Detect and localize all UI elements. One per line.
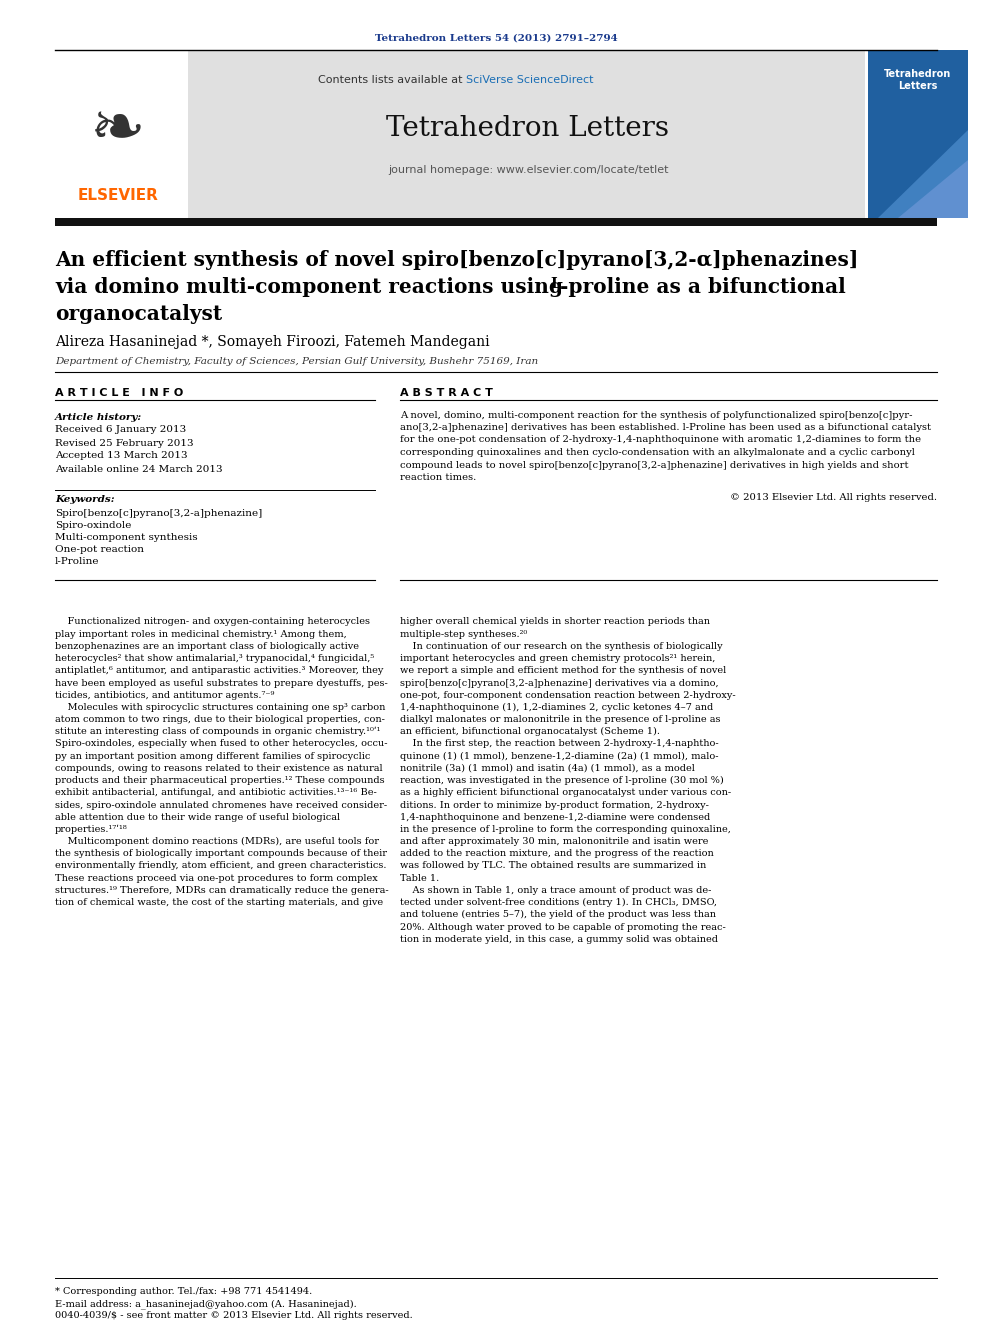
Text: multiple-step syntheses.²⁰: multiple-step syntheses.²⁰ [400, 630, 528, 639]
Text: properties.¹⁷ʹ¹⁸: properties.¹⁷ʹ¹⁸ [55, 824, 128, 833]
Text: added to the reaction mixture, and the progress of the reaction: added to the reaction mixture, and the p… [400, 849, 714, 859]
Text: Spiro-oxindole: Spiro-oxindole [55, 520, 131, 529]
Text: Table 1.: Table 1. [400, 873, 439, 882]
Bar [188, 50, 865, 218]
Text: and after approximately 30 min, malononitrile and isatin were: and after approximately 30 min, malononi… [400, 837, 708, 847]
Text: -proline as a bifunctional: -proline as a bifunctional [560, 277, 846, 296]
Text: have been employed as useful substrates to prepare dyestuffs, pes-: have been employed as useful substrates … [55, 679, 388, 688]
Text: sides, spiro-oxindole annulated chromenes have received consider-: sides, spiro-oxindole annulated chromene… [55, 800, 387, 810]
Text: as a highly efficient bifunctional organocatalyst under various con-: as a highly efficient bifunctional organ… [400, 789, 731, 798]
Text: * Corresponding author. Tel./fax: +98 771 4541494.: * Corresponding author. Tel./fax: +98 77… [55, 1287, 312, 1297]
Text: products and their pharmaceutical properties.¹² These compounds: products and their pharmaceutical proper… [55, 777, 385, 785]
Text: 20%. Although water proved to be capable of promoting the reac-: 20%. Although water proved to be capable… [400, 922, 726, 931]
Text: in the presence of l-proline to form the corresponding quinoxaline,: in the presence of l-proline to form the… [400, 826, 731, 833]
Text: journal homepage: www.elsevier.com/locate/tetlet: journal homepage: www.elsevier.com/locat… [388, 165, 669, 175]
Text: Spiro-oxindoles, especially when fused to other heterocycles, occu-: Spiro-oxindoles, especially when fused t… [55, 740, 388, 749]
Text: dialkyl malonates or malononitrile in the presence of l-proline as: dialkyl malonates or malononitrile in th… [400, 716, 720, 724]
Text: In continuation of our research on the synthesis of biologically: In continuation of our research on the s… [400, 642, 722, 651]
Text: Article history:: Article history: [55, 413, 142, 422]
Text: Accepted 13 March 2013: Accepted 13 March 2013 [55, 451, 187, 460]
Text: tected under solvent-free conditions (entry 1). In CHCl₃, DMSO,: tected under solvent-free conditions (en… [400, 898, 717, 908]
Text: the synthesis of biologically important compounds because of their: the synthesis of biologically important … [55, 849, 387, 859]
Text: atom common to two rings, due to their biological properties, con-: atom common to two rings, due to their b… [55, 716, 385, 724]
Text: an efficient, bifunctional organocatalyst (Scheme 1).: an efficient, bifunctional organocatalys… [400, 728, 660, 737]
Text: environmentally friendly, atom efficient, and green characteristics.: environmentally friendly, atom efficient… [55, 861, 387, 871]
Text: An efficient synthesis of novel spiro[benzo[c]pyrano[3,2-α]phenazines]: An efficient synthesis of novel spiro[be… [55, 250, 858, 270]
Text: we report a simple and efficient method for the synthesis of novel: we report a simple and efficient method … [400, 667, 726, 675]
Text: reaction times.: reaction times. [400, 474, 476, 482]
Text: corresponding quinoxalines and then cyclo-condensation with an alkylmalonate and: corresponding quinoxalines and then cycl… [400, 448, 915, 456]
Polygon shape [898, 160, 968, 218]
Text: Available online 24 March 2013: Available online 24 March 2013 [55, 464, 222, 474]
Text: important heterocycles and green chemistry protocols²¹ herein,: important heterocycles and green chemist… [400, 654, 715, 663]
Text: As shown in Table 1, only a trace amount of product was de-: As shown in Table 1, only a trace amount… [400, 886, 711, 894]
Text: spiro[benzo[c]pyrano[3,2-a]phenazine] derivatives via a domino,: spiro[benzo[c]pyrano[3,2-a]phenazine] de… [400, 679, 718, 688]
Text: Multicomponent domino reactions (MDRs), are useful tools for: Multicomponent domino reactions (MDRs), … [55, 837, 379, 847]
Text: In the first step, the reaction between 2-hydroxy-1,4-naphtho-: In the first step, the reaction between … [400, 740, 718, 749]
Text: l-Proline: l-Proline [55, 557, 99, 565]
Text: tion in moderate yield, in this case, a gummy solid was obtained: tion in moderate yield, in this case, a … [400, 935, 718, 943]
Text: via domino multi-component reactions using: via domino multi-component reactions usi… [55, 277, 570, 296]
Text: A R T I C L E   I N F O: A R T I C L E I N F O [55, 388, 184, 398]
Text: reaction, was investigated in the presence of l-proline (30 mol %): reaction, was investigated in the presen… [400, 777, 724, 785]
Text: One-pot reaction: One-pot reaction [55, 545, 144, 553]
Text: E-mail address: a_hasaninejad@yahoo.com (A. Hasaninejad).: E-mail address: a_hasaninejad@yahoo.com … [55, 1299, 357, 1308]
Text: organocatalyst: organocatalyst [55, 304, 222, 324]
Text: Alireza Hasaninejad *, Somayeh Firoozi, Fatemeh Mandegani: Alireza Hasaninejad *, Somayeh Firoozi, … [55, 335, 490, 349]
Text: structures.¹⁹ Therefore, MDRs can dramatically reduce the genera-: structures.¹⁹ Therefore, MDRs can dramat… [55, 886, 389, 894]
Text: exhibit antibacterial, antifungal, and antibiotic activities.¹³⁻¹⁶ Be-: exhibit antibacterial, antifungal, and a… [55, 789, 377, 798]
Text: stitute an interesting class of compounds in organic chemistry.¹⁰ʹ¹: stitute an interesting class of compound… [55, 728, 381, 737]
Text: © 2013 Elsevier Ltd. All rights reserved.: © 2013 Elsevier Ltd. All rights reserved… [730, 493, 937, 503]
Text: tion of chemical waste, the cost of the starting materials, and give: tion of chemical waste, the cost of the … [55, 898, 383, 908]
Text: Functionalized nitrogen- and oxygen-containing heterocycles: Functionalized nitrogen- and oxygen-cont… [55, 618, 370, 627]
Text: L: L [550, 277, 560, 291]
Text: higher overall chemical yields in shorter reaction periods than: higher overall chemical yields in shorte… [400, 618, 710, 627]
Text: nonitrile (3a) (1 mmol) and isatin (4a) (1 mmol), as a model: nonitrile (3a) (1 mmol) and isatin (4a) … [400, 763, 694, 773]
Text: SciVerse ScienceDirect: SciVerse ScienceDirect [466, 75, 593, 85]
Text: These reactions proceed via one-pot procedures to form complex: These reactions proceed via one-pot proc… [55, 873, 378, 882]
Text: quinone (1) (1 mmol), benzene-1,2-diamine (2a) (1 mmol), malo-: quinone (1) (1 mmol), benzene-1,2-diamin… [400, 751, 718, 761]
Text: Contents lists available at: Contents lists available at [318, 75, 466, 85]
Text: Tetrahedron Letters 54 (2013) 2791–2794: Tetrahedron Letters 54 (2013) 2791–2794 [375, 33, 617, 42]
Text: Received 6 January 2013: Received 6 January 2013 [55, 426, 186, 434]
Text: A B S T R A C T: A B S T R A C T [400, 388, 493, 398]
Text: one-pot, four-component condensation reaction between 2-hydroxy-: one-pot, four-component condensation rea… [400, 691, 736, 700]
Text: heterocycles² that show antimalarial,³ trypanocidal,⁴ fungicidal,⁵: heterocycles² that show antimalarial,³ t… [55, 654, 374, 663]
Text: 0040-4039/$ - see front matter © 2013 Elsevier Ltd. All rights reserved.: 0040-4039/$ - see front matter © 2013 El… [55, 1311, 413, 1320]
Text: ano[3,2-a]phenazine] derivatives has been established. l-Proline has been used a: ano[3,2-a]phenazine] derivatives has bee… [400, 423, 931, 433]
Text: ticides, antibiotics, and antitumor agents.⁷⁻⁹: ticides, antibiotics, and antitumor agen… [55, 691, 275, 700]
Text: was followed by TLC. The obtained results are summarized in: was followed by TLC. The obtained result… [400, 861, 706, 871]
Text: Revised 25 February 2013: Revised 25 February 2013 [55, 438, 193, 447]
Text: Multi-component synthesis: Multi-component synthesis [55, 532, 197, 541]
Text: compounds, owing to reasons related to their existence as natural: compounds, owing to reasons related to t… [55, 763, 383, 773]
Text: Department of Chemistry, Faculty of Sciences, Persian Gulf University, Bushehr 7: Department of Chemistry, Faculty of Scie… [55, 356, 538, 365]
Bar [868, 50, 968, 218]
Bar [55, 218, 937, 226]
Text: able attention due to their wide range of useful biological: able attention due to their wide range o… [55, 812, 340, 822]
Text: py an important position among different families of spirocyclic: py an important position among different… [55, 751, 370, 761]
Text: compound leads to novel spiro[benzo[c]pyrano[3,2-a]phenazine] derivatives in hig: compound leads to novel spiro[benzo[c]py… [400, 460, 909, 470]
Text: Spiro[benzo[c]pyrano[3,2-a]phenazine]: Spiro[benzo[c]pyrano[3,2-a]phenazine] [55, 508, 262, 517]
Text: Tetrahedron Letters: Tetrahedron Letters [387, 115, 670, 142]
Polygon shape [878, 130, 968, 218]
Text: A novel, domino, multi-component reaction for the synthesis of polyfunctionalize: A novel, domino, multi-component reactio… [400, 410, 913, 419]
Text: ditions. In order to minimize by-product formation, 2-hydroxy-: ditions. In order to minimize by-product… [400, 800, 709, 810]
Text: play important roles in medicinal chemistry.¹ Among them,: play important roles in medicinal chemis… [55, 630, 347, 639]
Text: Molecules with spirocyclic structures containing one sp³ carbon: Molecules with spirocyclic structures co… [55, 703, 385, 712]
Text: benzophenazines are an important class of biologically active: benzophenazines are an important class o… [55, 642, 359, 651]
Text: 1,4-naphthoquinone and benzene-1,2-diamine were condensed: 1,4-naphthoquinone and benzene-1,2-diami… [400, 812, 710, 822]
Text: antiplatlet,⁶ antitumor, and antiparastic activities.³ Moreover, they: antiplatlet,⁶ antitumor, and antiparasti… [55, 667, 383, 675]
Text: Tetrahedron
Letters: Tetrahedron Letters [885, 69, 951, 91]
Text: ❧: ❧ [90, 97, 146, 163]
Text: and toluene (entries 5–7), the yield of the product was less than: and toluene (entries 5–7), the yield of … [400, 910, 716, 919]
Text: for the one-pot condensation of 2-hydroxy-1,4-naphthoquinone with aromatic 1,2-d: for the one-pot condensation of 2-hydrox… [400, 435, 922, 445]
Text: ELSEVIER: ELSEVIER [77, 188, 159, 202]
Text: 1,4-naphthoquinone (1), 1,2-diamines 2, cyclic ketones 4–7 and: 1,4-naphthoquinone (1), 1,2-diamines 2, … [400, 703, 713, 712]
Text: Keywords:: Keywords: [55, 496, 115, 504]
